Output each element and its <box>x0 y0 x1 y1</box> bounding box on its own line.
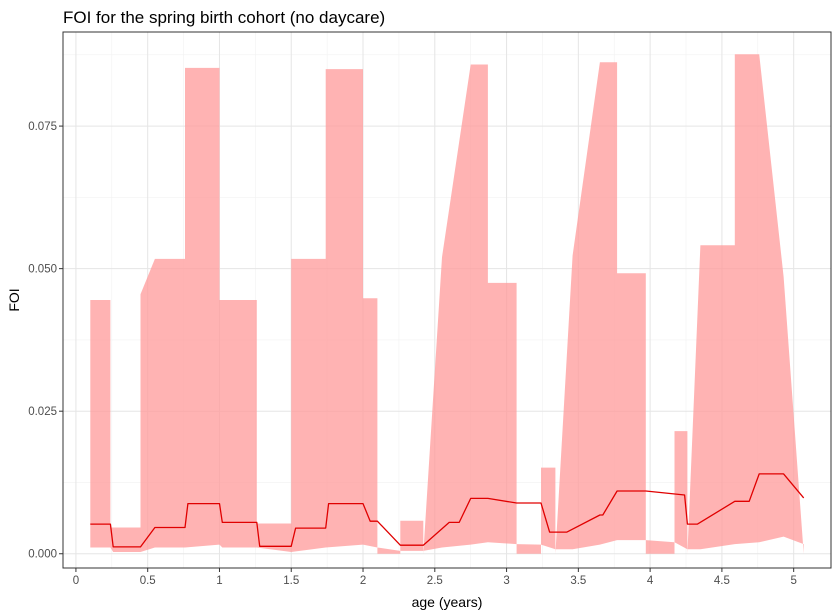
plot-marks <box>90 54 805 554</box>
foi-median-line <box>90 473 805 548</box>
x-axis-title: age (years) <box>412 594 483 610</box>
x-tick-label: 3.5 <box>570 575 586 587</box>
x-axis-ticks: 0 0.5 1 1.5 2 2.5 3 3.5 4 4.5 5 <box>73 568 797 587</box>
y-axis-title: FOI <box>6 288 22 311</box>
y-tick-label: 0.075 <box>28 121 57 133</box>
y-tick-label: 0.050 <box>28 264 57 276</box>
x-tick-label: 5 <box>790 575 796 587</box>
x-tick-label: 4.5 <box>714 575 730 587</box>
x-tick-label: 4 <box>647 575 654 587</box>
x-tick-label: 2.5 <box>427 575 443 587</box>
y-axis-ticks: 0.000 0.025 0.050 0.075 <box>28 121 63 561</box>
x-tick-label: 3 <box>503 575 509 587</box>
y-tick-label: 0.025 <box>28 406 57 418</box>
y-tick-label: 0.000 <box>28 549 57 561</box>
x-tick-label: 0 <box>73 575 79 587</box>
x-tick-label: 0.5 <box>140 575 156 587</box>
plot-border <box>62 31 832 569</box>
x-tick-label: 1 <box>216 575 222 587</box>
x-tick-label: 1.5 <box>283 575 299 587</box>
x-tick-label: 2 <box>360 575 366 587</box>
foi-confidence-band <box>90 54 804 554</box>
chart-title: FOI for the spring birth cohort (no dayc… <box>63 8 385 27</box>
